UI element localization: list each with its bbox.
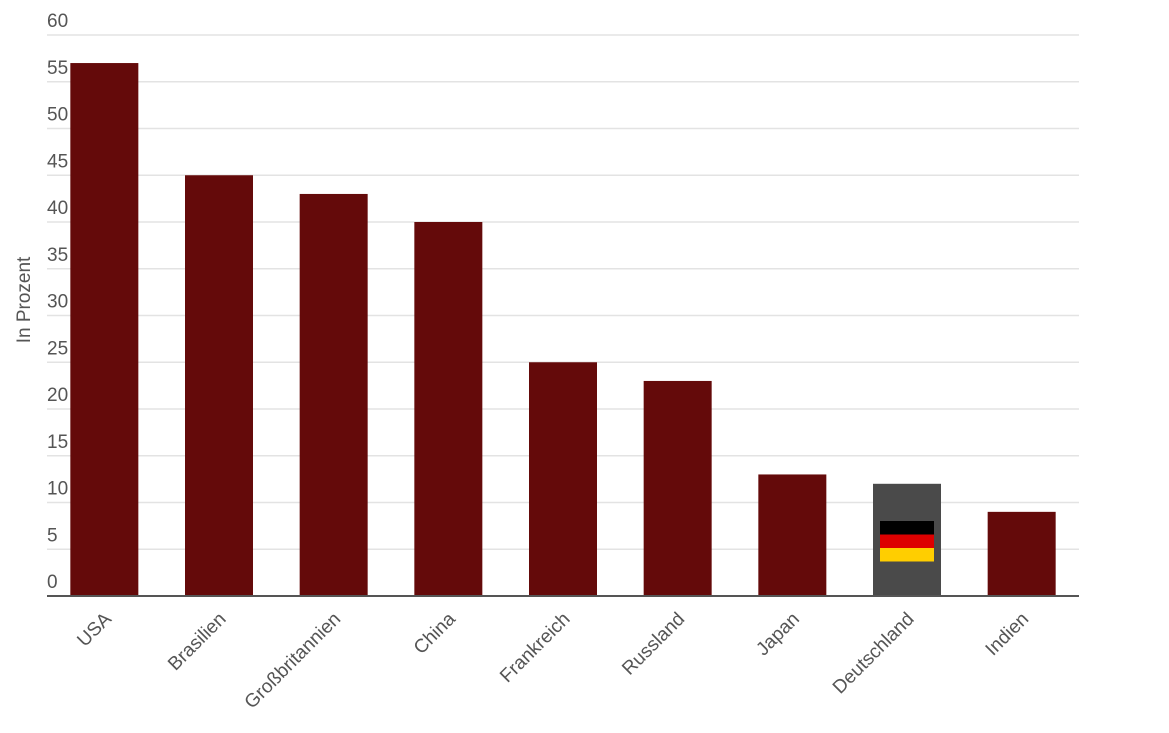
bar-indien: [987, 511, 1056, 596]
y-axis-ticks: 0 5 10 15 20 25 30 35 40 45 50 55 60: [47, 11, 68, 593]
x-tick-label: China: [410, 608, 460, 658]
germany-flag-icon: [880, 521, 934, 562]
bar-usa: [70, 63, 139, 597]
y-tick-label: 5: [47, 525, 58, 546]
bar-großbritannien: [299, 193, 368, 596]
bars: [70, 63, 1056, 597]
x-tick-label: Japan: [752, 609, 803, 660]
bar-japan: [758, 474, 827, 596]
y-tick-label: 40: [47, 198, 68, 219]
bar-brasilien: [185, 175, 253, 596]
x-tick-label: Großbritannien: [241, 609, 345, 713]
y-tick-label: 30: [47, 292, 68, 313]
bar-russland: [643, 380, 712, 596]
bar-china: [414, 222, 483, 596]
flag-stripe: [880, 548, 934, 562]
y-tick-label: 35: [47, 245, 68, 266]
bar-frankreich: [529, 362, 597, 596]
y-axis-label: In Prozent: [14, 256, 35, 343]
x-tick-label: Indien: [982, 609, 1033, 660]
x-tick-label: Deutschland: [829, 609, 919, 699]
x-tick-label: Frankreich: [496, 609, 574, 687]
y-tick-label: 55: [47, 58, 68, 79]
y-tick-label: 45: [47, 151, 68, 172]
y-tick-label: 20: [47, 385, 68, 406]
y-tick-label: 50: [47, 105, 68, 126]
y-tick-label: 15: [47, 432, 68, 453]
x-tick-label: Russland: [618, 609, 689, 680]
y-tick-label: 0: [47, 572, 58, 593]
x-tick-label: Brasilien: [164, 609, 230, 675]
x-tick-label: USA: [73, 608, 116, 651]
x-axis-ticks: USA Brasilien Großbritannien China Frankreic…: [73, 608, 1033, 713]
flag-stripe: [880, 534, 934, 548]
y-tick-label: 10: [47, 479, 68, 500]
flag-stripe: [880, 521, 934, 535]
y-tick-label: 25: [47, 338, 68, 359]
y-tick-label: 60: [47, 11, 68, 32]
